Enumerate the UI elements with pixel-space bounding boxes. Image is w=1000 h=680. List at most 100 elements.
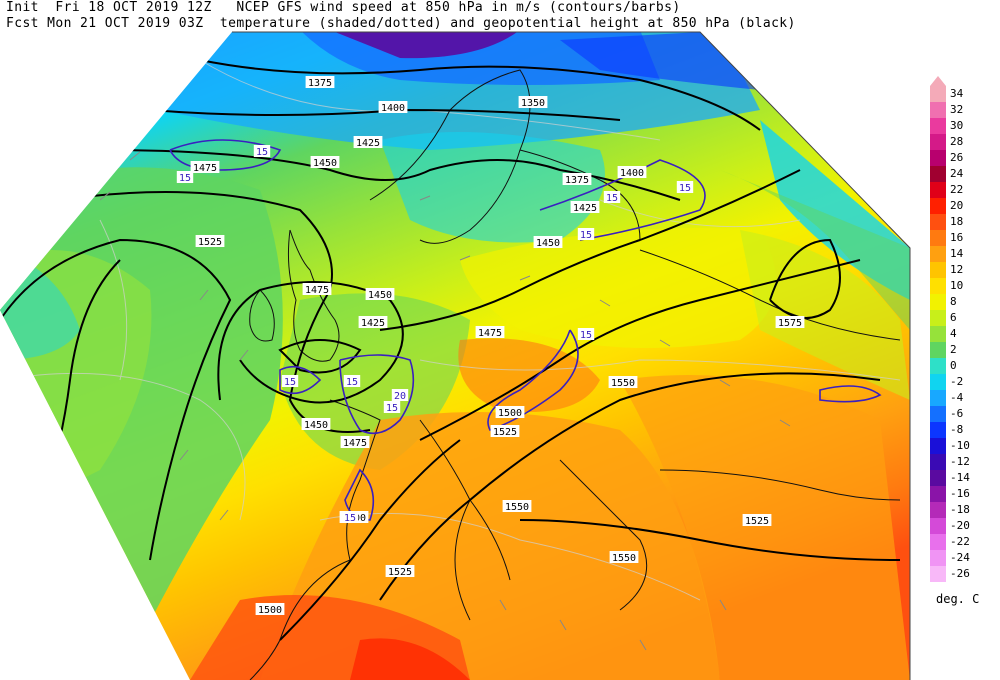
legend-swatch [930,134,946,150]
legend-label: -16 [950,487,970,500]
legend-swatch [930,230,946,246]
legend-label: -22 [950,535,970,548]
height-label-bg [195,235,225,247]
height-label-text: 1450 [536,238,560,249]
legend-entry: 4 [930,326,1000,342]
height-label-text: 1475 [305,285,329,296]
legend-entry: -12 [930,454,1000,470]
height-label-bg [340,436,370,448]
wind-label-text: 15 [386,403,398,414]
height-label-bg [358,316,388,328]
wind-label-text: 15 [679,183,691,194]
legend-label: 0 [950,359,957,372]
legend-swatch [930,454,946,470]
height-label-text: 1425 [356,138,380,149]
wind-label-bg [676,181,694,193]
legend-entry: 28 [930,134,1000,150]
legend-label: 28 [950,135,964,148]
wind-label-text: 15 [346,377,358,388]
wind-label-bg [341,511,359,523]
legend-label: -26 [950,567,970,580]
height-label-text: 1450 [313,158,337,169]
legend-entry: 12 [930,262,1000,278]
wind-label-text: 15 [284,377,296,388]
legend-entry: 10 [930,278,1000,294]
legend-label: -2 [950,375,964,388]
header-line-1: Init Fri 18 OCT 2019 12Z NCEP GFS wind s… [6,0,681,15]
legend-swatch [930,342,946,358]
legend-swatch [930,486,946,502]
temperature-legend: 34 32 30 28 26 24 22 20 18 16 14 12 10 8 6 4 2 0 -2 -4 -6 -8-… [930,76,1000,616]
height-label-text: 1425 [361,318,385,329]
height-label-text: 1475 [343,438,367,449]
height-label: 1450 [533,236,563,249]
legend-label: -14 [950,471,970,484]
height-label: 1350 [518,96,548,109]
legend-unit: deg. C [936,592,980,606]
height-label-bg [190,161,220,173]
wind-label-text: 15 [580,330,592,341]
height-label: 1425 [570,201,600,214]
height-label-bg [475,326,505,338]
legend-swatch [930,86,946,102]
wind-label: 15 [577,228,595,241]
legend-label: 8 [950,295,957,308]
legend-label: 30 [950,119,964,132]
legend-entry: -16 [930,486,1000,502]
legend-entry: 18 [930,214,1000,230]
legend-entry: 8 [930,294,1000,310]
legend-label: 10 [950,279,964,292]
legend-entry: 22 [930,182,1000,198]
legend-entry: 30 [930,118,1000,134]
header-line-2: Fcst Mon 21 OCT 2019 03Z temperature (sh… [6,16,796,31]
height-label: 1475 [302,283,332,296]
legend-entry: 16 [930,230,1000,246]
height-label-bg [609,551,639,563]
height-label: 1550 [502,500,532,513]
height-label: 1500 [255,603,285,616]
legend-label: 22 [950,183,964,196]
height-label-text: 1375 [308,78,332,89]
legend-label: -6 [950,407,964,420]
height-label: 1425 [358,316,388,329]
height-label-text: 1475 [478,328,502,339]
legend-label: -18 [950,503,970,516]
legend-label: 34 [950,87,964,100]
height-label: 1375 [305,76,335,89]
wind-label: 15 [577,328,595,341]
legend-entry: 14 [930,246,1000,262]
legend-label: -10 [950,439,970,452]
legend-top-arrow [930,76,946,86]
legend-swatch [930,262,946,278]
legend-label: 26 [950,151,964,164]
legend-label: -8 [950,423,964,436]
wind-label: 15 [281,375,299,388]
legend-label: 16 [950,231,964,244]
legend-swatch [930,502,946,518]
height-label-text: 1550 [611,378,635,389]
height-label-text: 1400 [620,168,644,179]
height-label: 1475 [340,436,370,449]
height-label-bg [365,288,395,300]
wind-label-bg [391,389,409,401]
legend-label: -12 [950,455,970,468]
legend-swatch [930,358,946,374]
wind-label-bg [383,401,401,413]
wind-label-bg [176,171,194,183]
legend-label: 4 [950,327,957,340]
height-label-bg [310,156,340,168]
height-label-bg [502,500,532,512]
map-outline [232,31,911,680]
legend-label: -20 [950,519,970,532]
legend-entry: 6 [930,310,1000,326]
legend-swatch [930,534,946,550]
height-label-bg [608,376,638,388]
height-label-text: 1475 [193,163,217,174]
legend-entry: 20 [930,198,1000,214]
wind-label-text: 20 [394,391,406,402]
legend-entry: 2 [930,342,1000,358]
legend-label: 6 [950,311,957,324]
wind-contours [169,139,882,521]
legend-label: 20 [950,199,964,212]
